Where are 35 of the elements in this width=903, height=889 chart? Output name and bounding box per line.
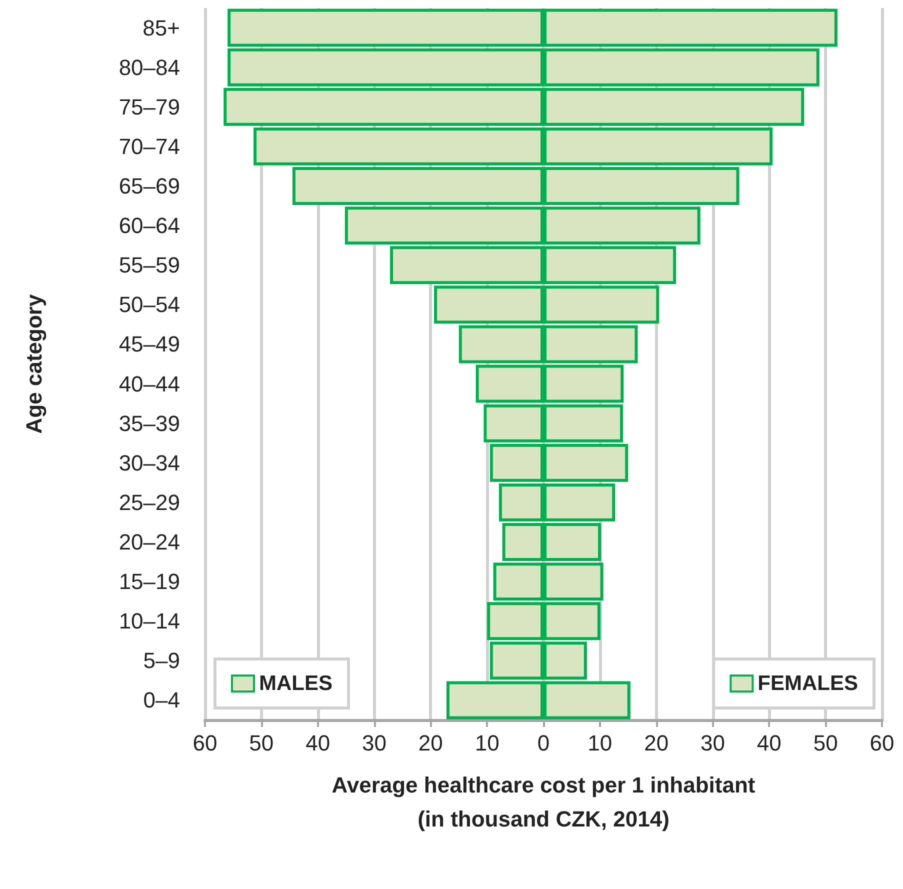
y-tick-label: 60–64: [118, 213, 180, 238]
y-tick-label: 20–24: [118, 530, 180, 554]
y-tick-label: 45–49: [118, 332, 180, 357]
x-tick-label: 30: [700, 730, 725, 756]
y-axis-title: Age category: [22, 294, 46, 434]
x-tick-label: 20: [644, 730, 669, 756]
x-tick-label: 50: [249, 730, 274, 756]
x-tick-label: 30: [362, 730, 386, 756]
y-tick-label: 75–79: [118, 94, 180, 120]
y-tick-label: 30–34: [118, 450, 180, 476]
y-tick-label: 0–4: [143, 688, 180, 713]
x-tick-label: 20: [418, 730, 443, 756]
y-tick-label: 55–59: [118, 252, 180, 278]
y-tick-label: 25–29: [118, 490, 180, 515]
x-tick-label: 10: [474, 730, 500, 756]
y-tick-label: 70–74: [118, 134, 180, 159]
x-axis-title: Average healthcare cost per 1 inhabitant (in thousand CZK, 2014): [332, 772, 756, 832]
x-tick-label: 40: [306, 730, 330, 756]
x-tick-label: 60: [870, 730, 894, 756]
y-tick-label: 80–84: [118, 54, 180, 80]
x-tick-label: 10: [588, 730, 612, 756]
y-tick-label: 5–9: [143, 648, 180, 674]
y-tick-label: 40–44: [118, 371, 180, 396]
y-tick-label: 50–54: [118, 292, 180, 318]
x-tick-label: 40: [756, 730, 782, 756]
y-tick-label: 35–39: [118, 410, 180, 436]
y-tick-label: 15–19: [118, 569, 180, 594]
x-tick-label: 60: [192, 730, 218, 756]
y-tick-label: 10–14: [118, 608, 180, 634]
y-tick-label: 65–69: [118, 174, 180, 198]
x-tick-label: 50: [813, 730, 838, 756]
legend-label: MALES: [259, 672, 332, 695]
legend-label: FEMALES: [758, 672, 858, 695]
y-tick-label: 85+: [142, 15, 180, 40]
x-tick-label: 0: [537, 730, 550, 756]
